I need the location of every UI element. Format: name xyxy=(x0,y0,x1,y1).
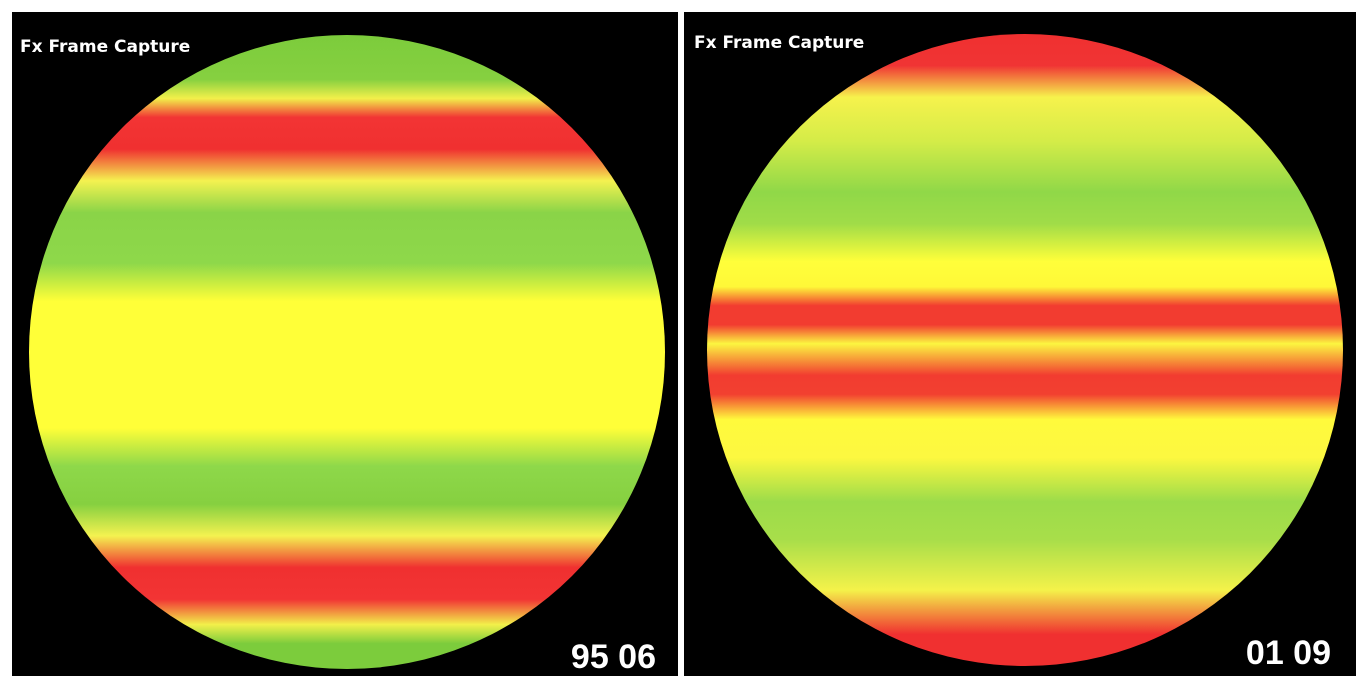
frame-code: 95 06 xyxy=(571,638,656,676)
capture-label: Fx Frame Capture xyxy=(694,33,864,53)
capture-label: Fx Frame Capture xyxy=(20,37,190,57)
sphere xyxy=(707,34,1343,666)
frame-code: 01 09 xyxy=(1246,634,1331,672)
sphere xyxy=(29,35,665,669)
